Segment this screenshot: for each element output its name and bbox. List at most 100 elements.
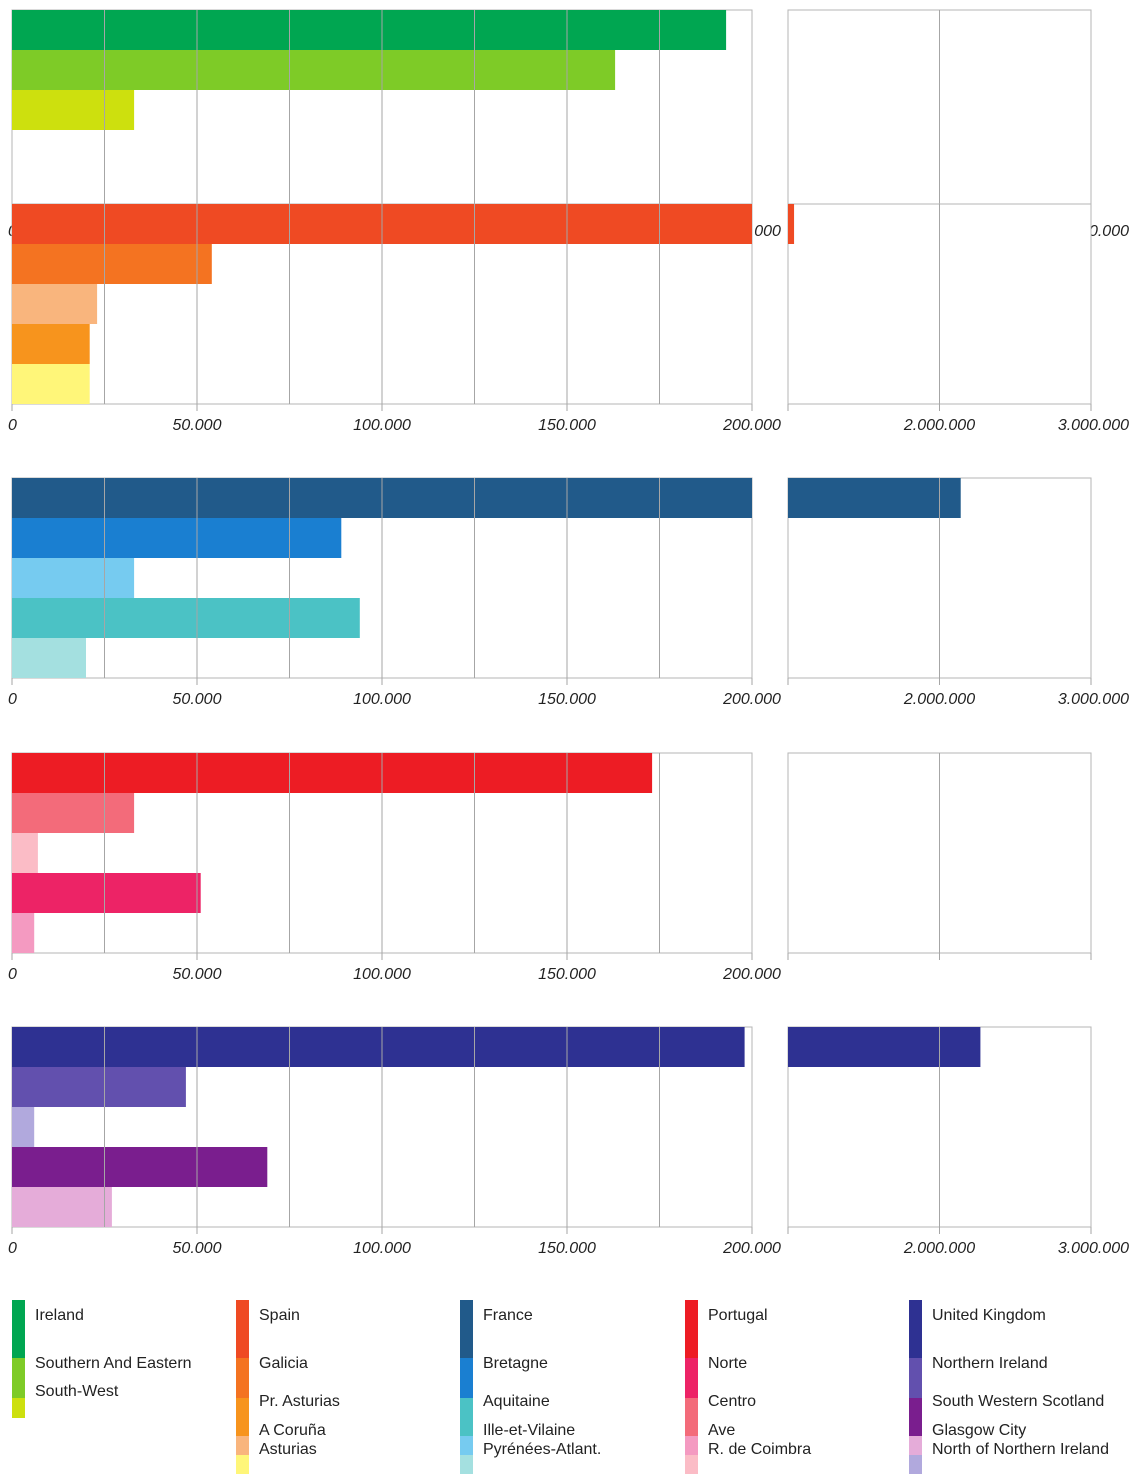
legend-swatch — [460, 1300, 473, 1358]
legend-label: Bretagne — [483, 1355, 548, 1372]
legend-label: United Kingdom — [932, 1307, 1046, 1324]
bar-portugal — [12, 753, 653, 793]
x-tick-label: 200.000 — [722, 966, 781, 983]
legend-label: Centro — [708, 1393, 757, 1410]
x-tick-label: 100.000 — [353, 417, 411, 434]
chart-panel-3: 0 50.000 100.000 150.000 200.000 — [8, 752, 1092, 983]
bar-south-western-scotland — [12, 1147, 268, 1187]
legend-label: Asturias — [259, 1441, 317, 1458]
legend-column: United Kingdom Northern Ireland South West… — [897, 1296, 1117, 1474]
bar-southern-and-eastern — [12, 50, 616, 90]
bar-secondary-france — [788, 478, 961, 518]
legend-label: Northern Ireland — [932, 1355, 1048, 1372]
bar-south-west — [12, 90, 135, 130]
x2-tick-label: 2.000.000 — [903, 417, 975, 434]
x-tick-label: 200.000 — [722, 1240, 781, 1257]
legend-label: Portugal — [708, 1307, 768, 1324]
legend-swatch — [685, 1300, 698, 1358]
legend-label: Norte — [708, 1355, 748, 1372]
bar-ille-et-vilaine — [12, 558, 135, 598]
bar-northern-ireland — [12, 1067, 186, 1107]
bar-r-de-coimbra — [12, 833, 38, 873]
x-tick-label: 100.000 — [353, 691, 411, 708]
chart-panel-1: 0 50.000 100.000 150.000 200.000 2.000.000 3.0… — [8, 203, 1129, 434]
legend-swatch — [909, 1358, 922, 1398]
x-tick-label: 200.000 — [722, 417, 781, 434]
legend-swatch — [909, 1300, 922, 1358]
x2-tick-label: 2.000.000 — [903, 1240, 975, 1257]
legend-swatch — [12, 1398, 25, 1418]
chart-panel-0: 050.000100.000150.000200.0002.000.0003.0… — [8, 9, 1129, 240]
legend-swatch — [909, 1455, 922, 1474]
x-tick-label: 150.000 — [538, 1240, 596, 1257]
legend-label: Glasgow City — [932, 1422, 1027, 1439]
legend-swatch — [685, 1436, 698, 1455]
legend-column: Ireland Southern And Eastern South-West — [0, 1296, 220, 1472]
x2-tick-label: 2.000.000 — [903, 691, 975, 708]
legend-label: A Coruña — [259, 1422, 326, 1439]
legend-swatch — [909, 1436, 922, 1455]
x-tick-label: 50.000 — [173, 1240, 222, 1257]
bar-glasgow-city — [12, 1187, 112, 1227]
bar-norte — [12, 873, 201, 913]
legend-label: Ireland — [35, 1307, 84, 1324]
x2-tick-label: 3.000.000 — [1058, 417, 1129, 434]
bar-ave — [12, 913, 35, 953]
legend-swatch — [236, 1455, 249, 1474]
x-tick-label: 50.000 — [173, 691, 222, 708]
legend-label: North of Northern Ireland — [932, 1441, 1109, 1458]
legend-swatch — [685, 1398, 698, 1436]
x-tick-label: 150.000 — [538, 417, 596, 434]
bar-pr-asturias — [12, 324, 90, 364]
bar-galicia — [12, 244, 212, 284]
legend-swatch — [685, 1358, 698, 1398]
legend-column: France Bretagne Aquitaine Ille-et-Vilaine Py… — [448, 1296, 668, 1474]
legend-label: South Western Scotland — [932, 1393, 1105, 1410]
legend-swatch — [12, 1300, 25, 1358]
charts-svg: 0 50.000 100.000 150.000 200.000 2.000.000 3.0… — [8, 9, 1129, 1257]
x-tick-label: 50.000 — [173, 966, 222, 983]
chart-panel-2: 0 50.000 100.000 150.000 200.000 2.000.000 3.0… — [8, 477, 1129, 708]
legend-column: Spain Galicia Pr. Asturias A Coruña Asturias — [224, 1296, 444, 1474]
x2-tick-label: 3.000.000 — [1058, 1240, 1129, 1257]
legend-label: Southern And Eastern — [35, 1355, 192, 1372]
x-tick-label: 0 — [8, 691, 17, 708]
bar-a-coru-a — [12, 284, 98, 324]
legend-label: Aquitaine — [483, 1393, 550, 1410]
legend-label: France — [483, 1307, 533, 1324]
x-tick-label: 200.000 — [722, 691, 781, 708]
bar-centro — [12, 793, 135, 833]
bar-aquitaine — [12, 598, 360, 638]
legend-label: R. de Coimbra — [708, 1441, 812, 1458]
x-tick-label: 100.000 — [353, 1240, 411, 1257]
x-tick-label: 150.000 — [538, 691, 596, 708]
x-tick-label: 0 — [8, 966, 17, 983]
chart-area: 0 50.000 100.000 150.000 200.000 2.000.000 3.0… — [8, 9, 1129, 1257]
x-tick-label: 100.000 — [353, 966, 411, 983]
legend-swatch — [685, 1455, 698, 1474]
legend-swatch — [460, 1455, 473, 1474]
bar-ireland — [12, 10, 727, 50]
x-tick-label: 150.000 — [538, 966, 596, 983]
legend-label: Galicia — [259, 1355, 308, 1372]
bar-secondary-united-kingdom — [788, 1027, 981, 1067]
legend-label: Spain — [259, 1307, 300, 1324]
bar-secondary-spain — [788, 204, 795, 244]
bar-bretagne — [12, 518, 342, 558]
x-tick-label: 0 — [8, 1240, 17, 1257]
legend-label: Ille-et-Vilaine — [483, 1422, 576, 1439]
legend-swatch — [236, 1398, 249, 1436]
bar-pyr-n-es-atlant- — [12, 638, 86, 678]
legend-swatch — [236, 1436, 249, 1455]
legend-label: Ave — [708, 1422, 736, 1439]
bar-north-of-northern-ireland — [12, 1107, 35, 1147]
legend: Ireland Southern And Eastern South-West Spa… — [0, 1296, 1137, 1474]
x2-tick-label: 3.000.000 — [1058, 691, 1129, 708]
legend-swatch — [236, 1358, 249, 1398]
legend-column: Portugal Norte Centro Ave R. de Coimbra — [673, 1296, 893, 1474]
legend-label: Pr. Asturias — [259, 1393, 340, 1410]
chart-panel-4: 0 50.000 100.000 150.000 200.000 2.000.000 3.0… — [8, 1026, 1129, 1257]
legend-label: South-West — [35, 1383, 119, 1400]
legend-swatch — [909, 1398, 922, 1436]
legend-swatch — [12, 1358, 25, 1398]
